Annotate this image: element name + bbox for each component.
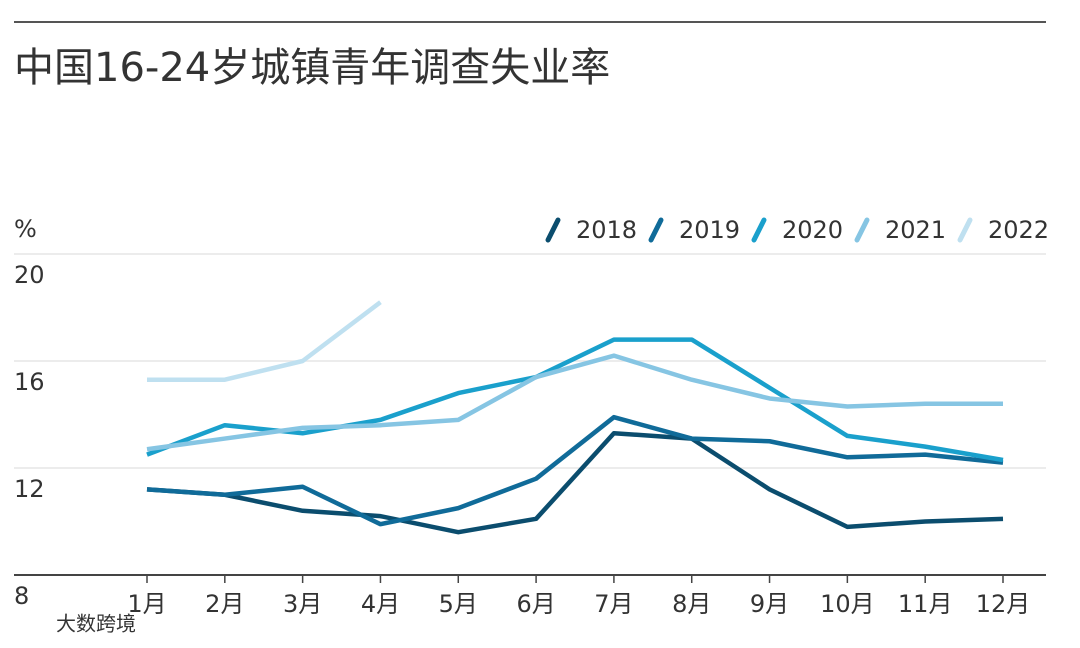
series-line: [147, 300, 382, 382]
legend-label: 2020: [782, 216, 843, 244]
legend-label: 2018: [576, 216, 637, 244]
y-tick-label: 16: [14, 368, 45, 396]
series-line: [146, 430, 1004, 535]
x-tick-label: 5月: [439, 590, 478, 618]
y-tick-label: 8: [14, 582, 29, 610]
legend-swatch: [957, 217, 973, 243]
chart-title: 中国16-24岁城镇青年调查失业率: [14, 45, 610, 91]
x-tick-label: 2月: [205, 590, 244, 618]
y-axis-label: %: [14, 215, 37, 243]
x-tick-label: 8月: [672, 590, 711, 618]
legend-swatch: [648, 217, 664, 243]
legend-label: 2019: [679, 216, 740, 244]
x-tick-label: 10月: [820, 590, 875, 618]
x-tick-label: 3月: [283, 590, 322, 618]
x-tick-label: 12月: [976, 590, 1031, 618]
x-tick-label: 7月: [594, 590, 633, 618]
x-tick-label: 11月: [898, 590, 953, 618]
series-line: [146, 337, 1004, 463]
legend-label: 2022: [988, 216, 1049, 244]
legend-swatch: [751, 217, 767, 243]
y-tick-label: 12: [14, 475, 45, 503]
x-tick-label: 9月: [750, 590, 789, 618]
watermark: 大数跨境: [56, 612, 136, 636]
legend-swatch: [854, 217, 870, 243]
x-tick-label: 6月: [516, 590, 555, 618]
legend-swatch: [545, 217, 561, 243]
series-line: [146, 414, 1004, 527]
legend-label: 2021: [885, 216, 946, 244]
series-line: [146, 353, 1003, 452]
x-tick-label: 1月: [127, 590, 166, 618]
y-tick-label: 20: [14, 261, 45, 289]
x-tick-label: 4月: [361, 590, 400, 618]
